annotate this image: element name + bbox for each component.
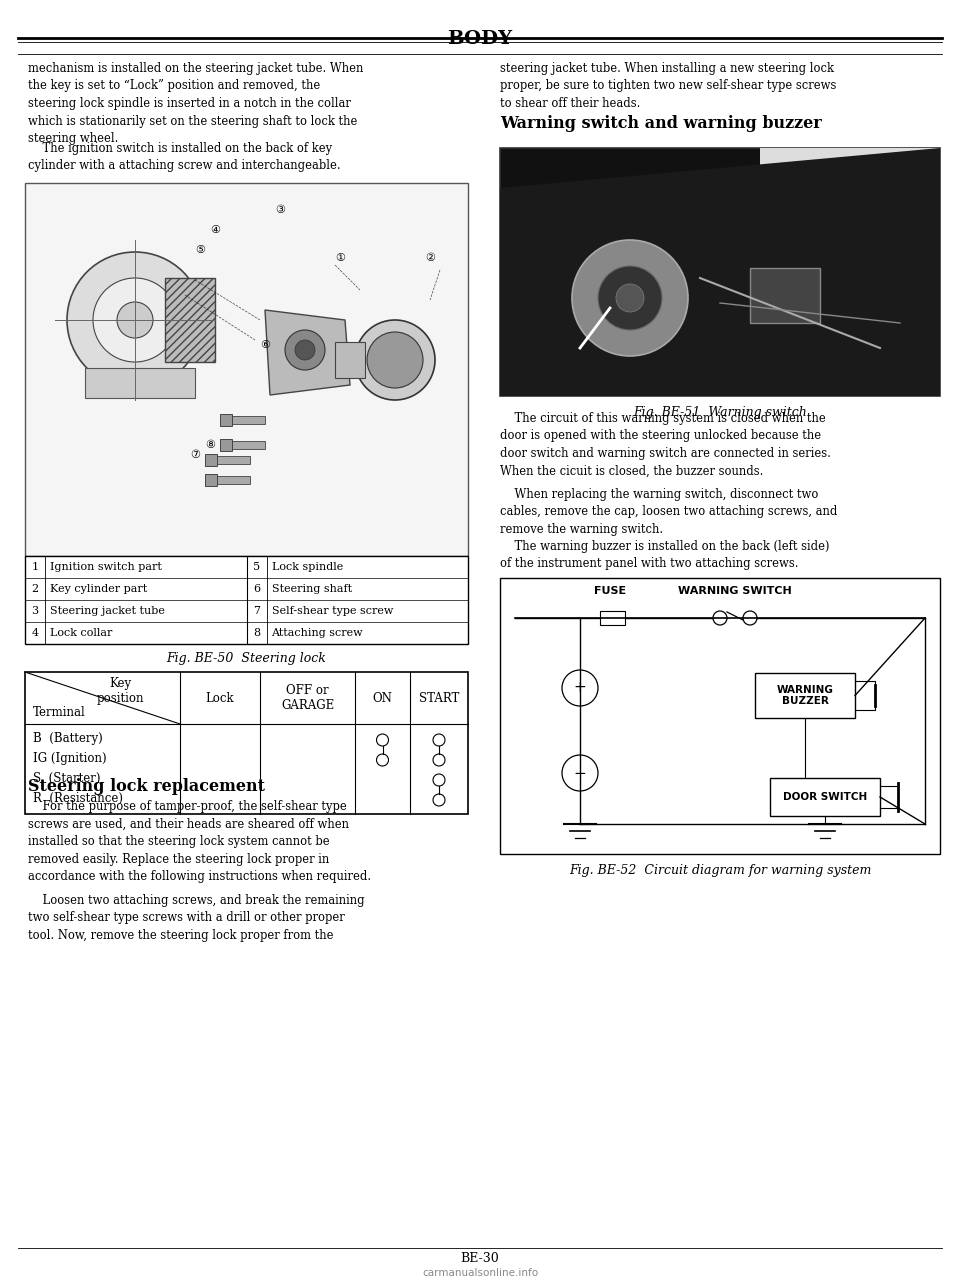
- Circle shape: [572, 240, 688, 356]
- Bar: [205, 475, 217, 486]
- Text: 7: 7: [253, 606, 260, 616]
- Text: 6: 6: [252, 584, 260, 594]
- Bar: [750, 267, 820, 323]
- Bar: [215, 476, 250, 484]
- Text: The circuit of this warning system is closed when the
door is opened with the st: The circuit of this warning system is cl…: [500, 412, 830, 477]
- Text: Key cylinder part: Key cylinder part: [50, 584, 147, 594]
- Text: ON: ON: [372, 692, 393, 705]
- Text: START: START: [419, 692, 459, 705]
- Text: Lock collar: Lock collar: [50, 628, 112, 638]
- Circle shape: [295, 340, 315, 360]
- Text: Steering jacket tube: Steering jacket tube: [50, 606, 165, 616]
- Text: ①: ①: [335, 253, 345, 264]
- Text: IG (Ignition): IG (Ignition): [33, 752, 107, 765]
- Polygon shape: [500, 148, 940, 396]
- Text: DOOR SWITCH: DOOR SWITCH: [782, 792, 867, 802]
- Text: Lock: Lock: [205, 692, 234, 705]
- Text: WARNING SWITCH: WARNING SWITCH: [678, 586, 792, 595]
- Text: ⑥: ⑥: [260, 340, 270, 350]
- Text: The warning buzzer is installed on the back (left side)
of the instrument panel : The warning buzzer is installed on the b…: [500, 540, 829, 571]
- Text: Key
position: Key position: [96, 676, 144, 705]
- Bar: [230, 441, 265, 449]
- Text: 3: 3: [32, 606, 38, 616]
- Text: ⑦: ⑦: [190, 450, 200, 460]
- Circle shape: [285, 331, 325, 370]
- Text: Fig. BE-51  Warning switch: Fig. BE-51 Warning switch: [634, 406, 806, 419]
- Text: mechanism is installed on the steering jacket tube. When
the key is set to “Lock: mechanism is installed on the steering j…: [28, 62, 364, 145]
- Text: ③: ③: [275, 204, 285, 215]
- Text: Terminal: Terminal: [33, 706, 85, 719]
- Bar: [760, 148, 940, 219]
- Bar: [755, 673, 855, 718]
- Text: B  (Battery): B (Battery): [33, 732, 103, 745]
- Text: Attaching screw: Attaching screw: [272, 628, 363, 638]
- Text: 8: 8: [252, 628, 260, 638]
- Text: ⑧: ⑧: [205, 440, 215, 450]
- Circle shape: [67, 252, 203, 388]
- Bar: [500, 577, 940, 854]
- Bar: [220, 439, 232, 451]
- Text: Warning switch and warning buzzer: Warning switch and warning buzzer: [500, 114, 822, 132]
- Bar: [335, 342, 365, 378]
- Bar: [215, 457, 250, 464]
- Circle shape: [367, 332, 423, 388]
- Text: ④: ④: [210, 225, 220, 235]
- Text: Ignition switch part: Ignition switch part: [50, 562, 162, 572]
- Text: BE-30: BE-30: [461, 1253, 499, 1265]
- Text: −: −: [574, 765, 587, 781]
- Bar: [85, 368, 195, 397]
- Bar: [220, 414, 232, 426]
- Text: For the purpose of tamper-proof, the self-shear type
screws are used, and their : For the purpose of tamper-proof, the sel…: [28, 800, 372, 883]
- Text: carmanualsonline.info: carmanualsonline.info: [422, 1268, 538, 1278]
- Text: FUSE: FUSE: [594, 586, 626, 595]
- Bar: [500, 148, 940, 396]
- Text: 5: 5: [252, 562, 260, 572]
- Circle shape: [355, 320, 435, 400]
- Circle shape: [93, 278, 177, 361]
- Text: Fig. BE-52  Circuit diagram for warning system: Fig. BE-52 Circuit diagram for warning s…: [569, 864, 871, 877]
- Bar: [770, 778, 880, 817]
- Bar: [600, 611, 625, 625]
- Text: Loosen two attaching screws, and break the remaining
two self-shear type screws : Loosen two attaching screws, and break t…: [28, 894, 365, 943]
- Circle shape: [598, 266, 662, 331]
- Text: ②: ②: [425, 253, 435, 264]
- Text: 2: 2: [32, 584, 38, 594]
- Circle shape: [117, 302, 153, 338]
- Text: Lock spindle: Lock spindle: [272, 562, 343, 572]
- Bar: [165, 278, 215, 361]
- Circle shape: [616, 284, 644, 312]
- Text: Fig. BE-50  Steering lock: Fig. BE-50 Steering lock: [166, 652, 326, 665]
- Bar: [25, 556, 468, 644]
- Bar: [25, 673, 468, 814]
- Polygon shape: [265, 310, 350, 395]
- Text: steering jacket tube. When installing a new steering lock
proper, be sure to tig: steering jacket tube. When installing a …: [500, 62, 836, 111]
- Text: R  (Resistance): R (Resistance): [33, 792, 123, 805]
- Bar: [25, 183, 468, 556]
- Text: 1: 1: [32, 562, 38, 572]
- Text: Steering shaft: Steering shaft: [272, 584, 351, 594]
- Text: Self-shear type screw: Self-shear type screw: [272, 606, 393, 616]
- Text: 4: 4: [32, 628, 38, 638]
- Text: When replacing the warning switch, disconnect two
cables, remove the cap, loosen: When replacing the warning switch, disco…: [500, 487, 837, 536]
- Bar: [230, 415, 265, 424]
- Text: S  (Starter): S (Starter): [33, 772, 101, 784]
- Text: Steering lock replacement: Steering lock replacement: [28, 778, 265, 795]
- Text: The ignition switch is installed on the back of key
cylinder with a attaching sc: The ignition switch is installed on the …: [28, 141, 341, 172]
- Bar: [205, 454, 217, 466]
- Text: WARNING
BUZZER: WARNING BUZZER: [777, 684, 833, 706]
- Text: ⑤: ⑤: [195, 246, 205, 255]
- Text: +: +: [574, 680, 587, 696]
- Text: OFF or
GARAGE: OFF or GARAGE: [281, 684, 334, 712]
- Text: BODY: BODY: [447, 30, 513, 48]
